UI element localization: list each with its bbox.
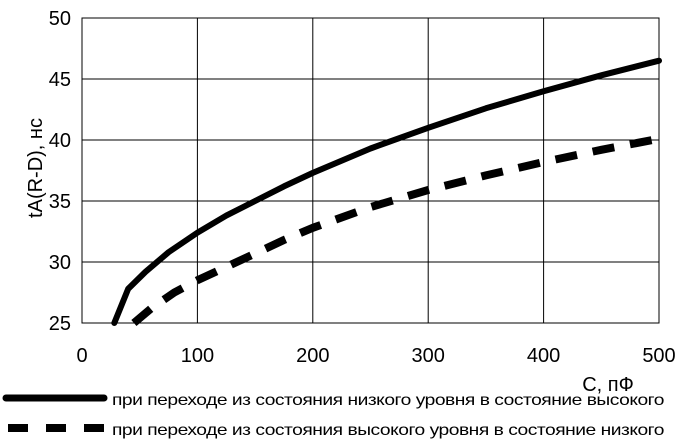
x-tick-label: 400 [527,345,560,367]
tick-layer: 0 100 200 300 400 500 25 30 35 40 45 50 [49,8,676,367]
series-line-high-to-low [131,134,660,327]
y-tick-label: 35 [49,191,71,213]
legend-label-high-to-low: при переходе из состояния высокого уровн… [112,422,665,439]
legend-label-low-to-high: при переходе из состояния низкого уровня… [112,392,665,409]
series-line-low-to-high [111,57,662,326]
x-tick-label: 200 [296,345,329,367]
x-tick-label: 500 [642,345,675,367]
x-tick-label: 300 [412,345,445,367]
grid-layer [81,17,660,324]
y-axis-title: tA(R-D), нс [25,118,47,218]
y-tick-label: 45 [49,69,71,91]
legend: при переходе из состояния низкого уровня… [2,392,665,439]
x-tick-label: 0 [76,345,87,367]
y-tick-label: 50 [49,8,71,30]
series-layer [111,57,662,327]
plot-frame [81,17,660,324]
y-tick-label: 40 [49,130,71,152]
x-tick-label: 100 [181,345,214,367]
y-tick-label: 25 [49,313,71,335]
x-axis-title: C, пФ [582,374,634,396]
y-tick-label: 30 [49,252,71,274]
